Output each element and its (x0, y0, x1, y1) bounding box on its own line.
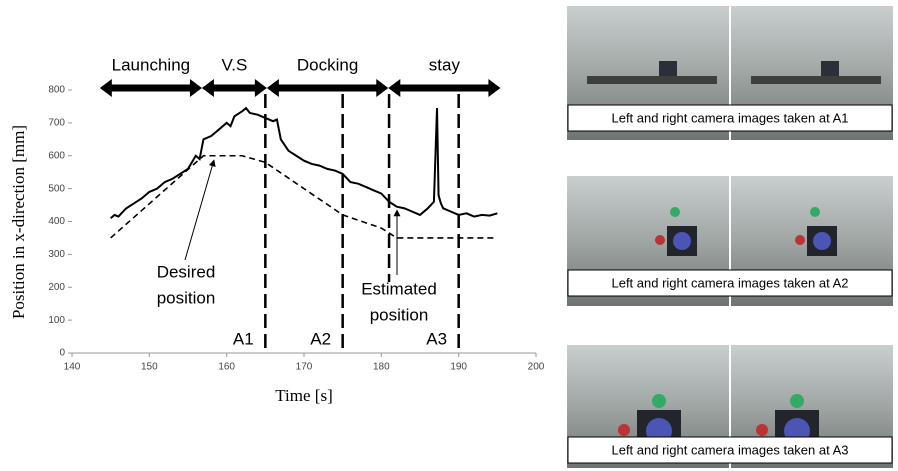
phase-arrowhead (99, 79, 202, 97)
series-line (110, 154, 498, 239)
annotation-arrow (184, 159, 216, 261)
y-tick-label: 300 (48, 249, 65, 260)
y-tick-label: 200 (48, 282, 65, 293)
phase-label: V.S (221, 55, 247, 74)
y-tick-label: 500 (48, 183, 65, 194)
y-tick-label: 800 (48, 85, 65, 96)
phase-label: Docking (297, 55, 358, 74)
phase-label: Launching (112, 55, 190, 74)
y-tick-label: 0 (59, 348, 65, 359)
x-tick-label: 140 (64, 362, 81, 373)
annotation: position (157, 288, 216, 307)
x-tick-label: 170 (296, 362, 313, 373)
caption: Left and right camera images taken at A2 (611, 275, 848, 290)
annotation: position (370, 305, 429, 324)
x-tick-label: 180 (373, 362, 390, 373)
y-tick-label: 700 (48, 118, 65, 129)
x-tick-label: 190 (450, 362, 467, 373)
phase-label: stay (429, 55, 461, 74)
y-tick-label: 400 (48, 216, 65, 227)
y-tick-label: 600 (48, 150, 65, 161)
x-tick-label: 160 (218, 362, 235, 373)
chart: Position in x-direction [mm] Time [s] 14… (9, 55, 545, 405)
y-tick-label: 100 (48, 315, 65, 326)
x-axis-title: Time [s] (275, 386, 332, 405)
annotation: Estimated (361, 279, 437, 298)
image-column: Left and right camera images taken at A1… (567, 6, 893, 468)
phase-arrowhead (388, 79, 501, 97)
x-tick-label: 150 (141, 362, 158, 373)
series-line (110, 106, 498, 219)
camera-images: Left and right camera images taken at A1… (567, 6, 893, 468)
caption: Left and right camera images taken at A1 (611, 110, 848, 125)
marker-label: A3 (426, 329, 447, 348)
caption: Left and right camera images taken at A3 (611, 442, 848, 457)
captions: Left and right camera images taken at A1… (567, 104, 893, 464)
y-axis-title: Position in x-direction [mm] (9, 125, 28, 319)
x-tick-label: 200 (528, 362, 545, 373)
marker-label: A2 (310, 329, 331, 348)
annotation: Desired (157, 262, 216, 281)
marker-label: A1 (233, 329, 254, 348)
